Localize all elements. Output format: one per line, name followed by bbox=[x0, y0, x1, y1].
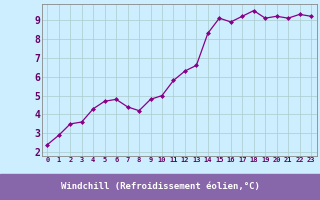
Text: Windchill (Refroidissement éolien,°C): Windchill (Refroidissement éolien,°C) bbox=[60, 182, 260, 192]
